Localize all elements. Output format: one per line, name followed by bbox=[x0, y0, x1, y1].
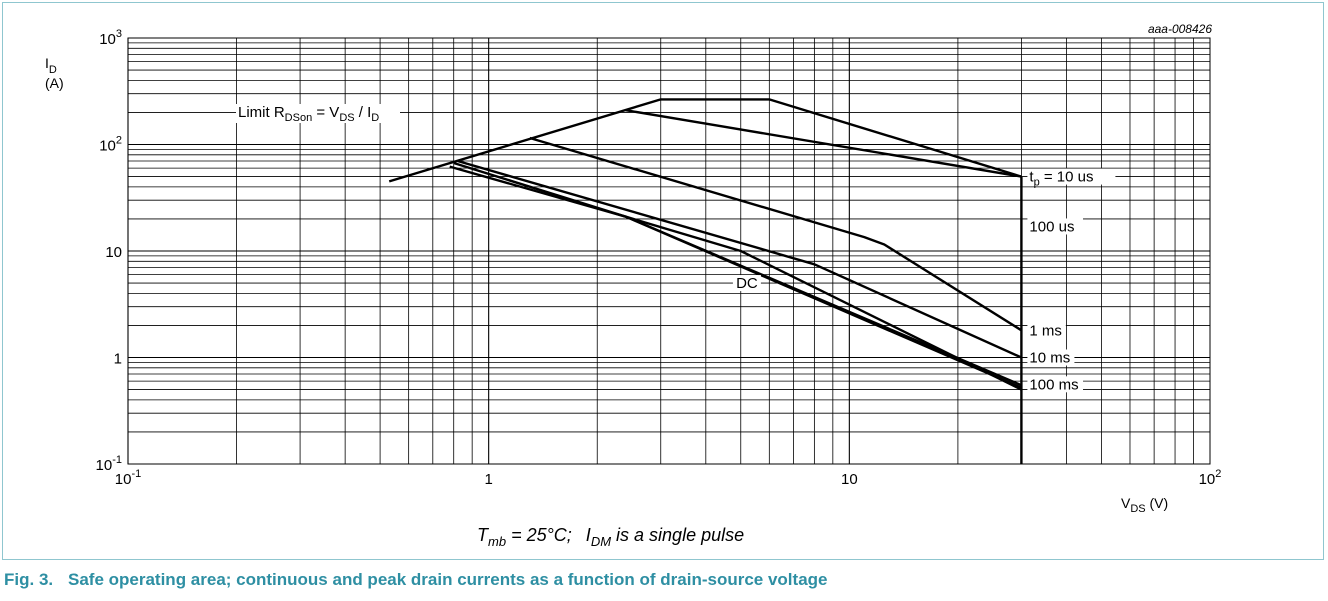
y-tick-label: 102 bbox=[99, 135, 122, 155]
series-label-tp-10-us: tp = 10 us bbox=[1029, 169, 1093, 189]
series-label-dc-bg bbox=[732, 275, 761, 292]
series-line-dc bbox=[625, 215, 1022, 387]
y-axis-unit: (A) bbox=[45, 75, 64, 91]
series-label-10-ms-bg bbox=[1027, 349, 1075, 366]
series-label-tp-10-us-bg bbox=[1027, 168, 1116, 185]
series-label-1-ms: 1 ms bbox=[1029, 322, 1062, 339]
limit-label-bg bbox=[236, 104, 400, 123]
series-label-1-ms-bg bbox=[1027, 322, 1066, 339]
y-tick-label: 103 bbox=[99, 28, 122, 48]
tick-labels: 10-1 1 10 102 10-1 1 10 102 103 bbox=[96, 28, 1222, 488]
x-axis-label: VDS (V) bbox=[1121, 495, 1168, 515]
label-layer: tp = 10 us 100 us 1 ms 10 ms 100 ms DC Limit R… bbox=[236, 104, 1116, 393]
series-line-10-ms bbox=[453, 161, 1022, 391]
y-tick-label: 10 bbox=[105, 244, 122, 261]
x-tick-label: 10-1 bbox=[115, 468, 141, 488]
series-line-limit-rdson bbox=[388, 98, 1022, 183]
series-line-100-us bbox=[529, 136, 1023, 332]
caption-text: Safe operating area; continuous and peak… bbox=[68, 570, 828, 589]
series-label-100-us-bg bbox=[1027, 218, 1084, 235]
caption-number: Fig. 3. bbox=[4, 570, 54, 589]
y-axis-label: ID bbox=[45, 55, 57, 76]
series-line-1-ms bbox=[457, 159, 1022, 359]
series-label-100-us: 100 us bbox=[1029, 218, 1074, 235]
series-layer bbox=[388, 98, 1023, 464]
figure-id-label: aaa-008426 bbox=[1148, 22, 1212, 36]
figure-caption: Fig. 3. Safe operating area; continuous a… bbox=[4, 566, 1324, 596]
x-tick-label: 1 bbox=[484, 471, 492, 488]
soa-chart: tp = 10 us 100 us 1 ms 10 ms 100 ms DC Limit R… bbox=[45, 22, 1222, 549]
series-line-tp-10-us bbox=[625, 109, 1022, 178]
series-label-dc: DC bbox=[736, 275, 758, 292]
y-tick-label: 1 bbox=[114, 351, 122, 368]
y-tick-label: 10-1 bbox=[96, 454, 122, 474]
series-label-100-ms: 100 ms bbox=[1029, 376, 1078, 393]
grid bbox=[127, 37, 1211, 465]
conditions-text: Tmb = 25°C; IDM is a single pulse bbox=[477, 525, 744, 549]
series-label-10-ms: 10 ms bbox=[1029, 350, 1070, 367]
series-label-100-ms-bg bbox=[1027, 376, 1084, 393]
x-tick-label: 102 bbox=[1199, 468, 1222, 488]
x-tick-label: 10 bbox=[841, 471, 858, 488]
figure-frame bbox=[2, 2, 1324, 560]
limit-label: Limit RDSon = VDS / ID bbox=[238, 104, 379, 124]
